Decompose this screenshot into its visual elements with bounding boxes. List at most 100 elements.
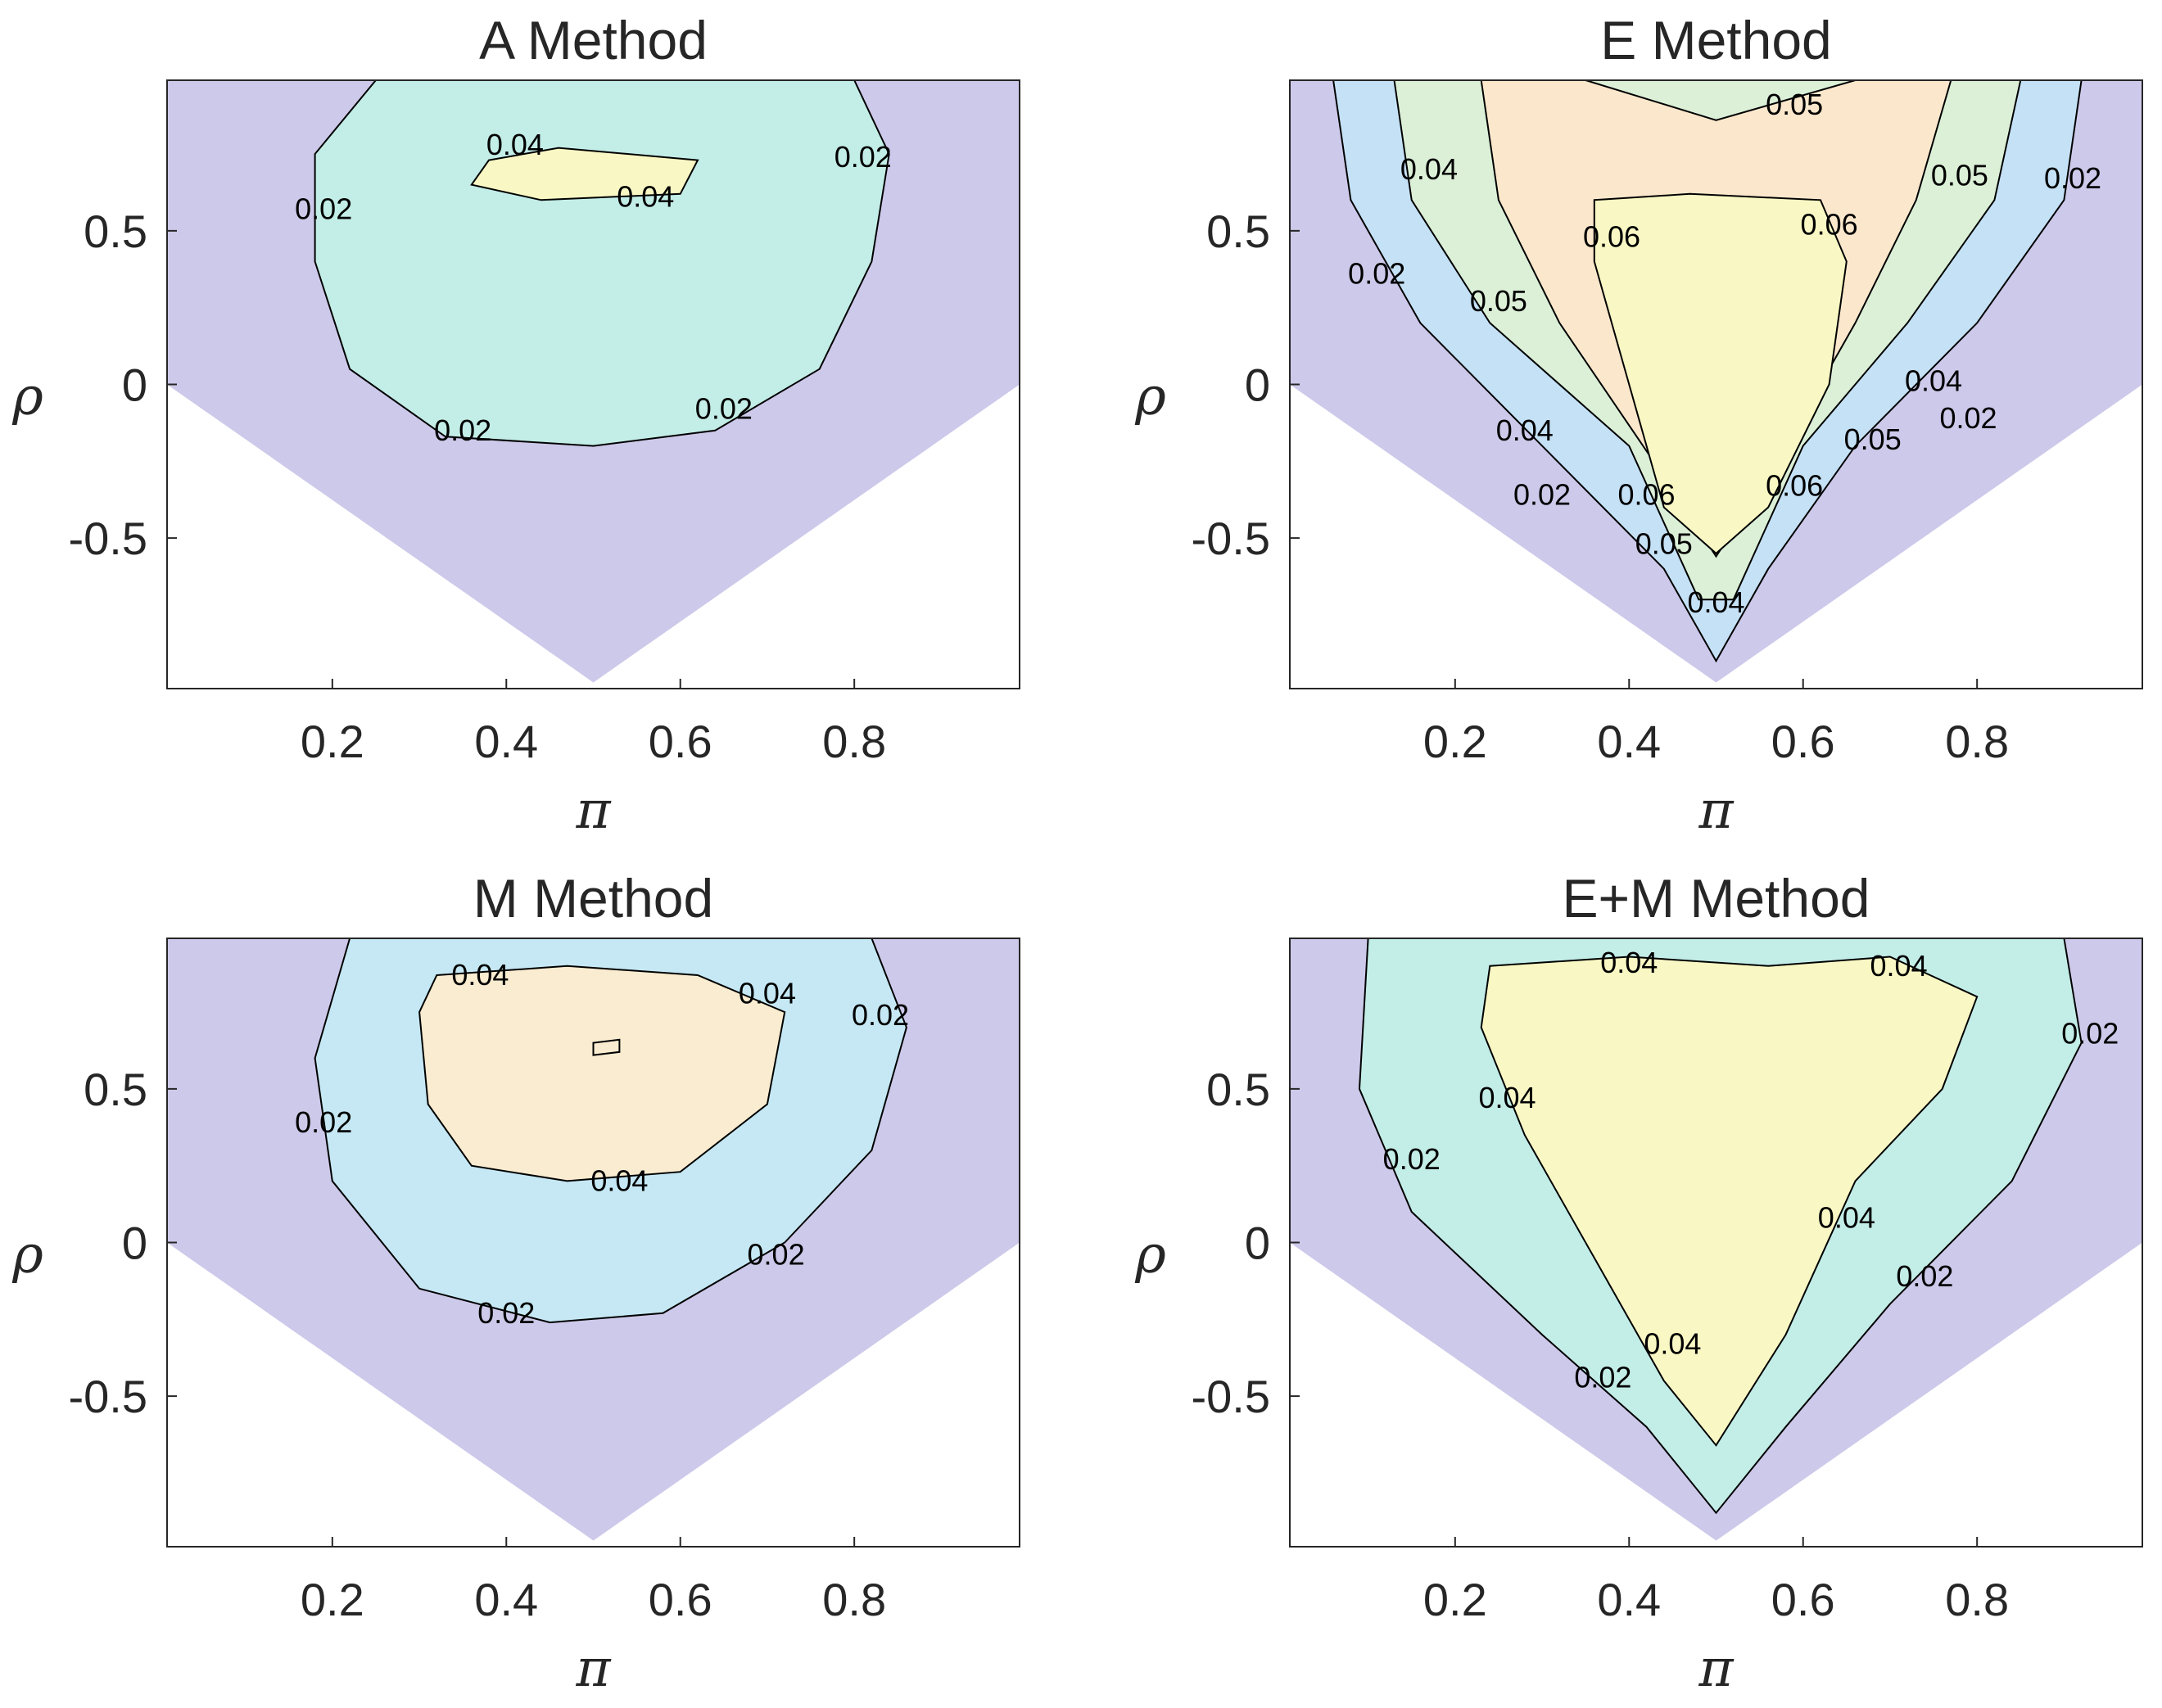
- x-tick-label: 0.6: [1771, 716, 1835, 767]
- x-tick-label: 0.4: [1597, 716, 1661, 767]
- y-axis-label: ρ: [11, 367, 43, 427]
- contour-fills: [167, 938, 1020, 1541]
- y-tick-label: -0.5: [69, 1371, 148, 1422]
- contour-label: 0.04: [1870, 949, 1928, 983]
- x-tick-label: 0.8: [1945, 716, 2009, 767]
- contour-fill-level-3: [593, 1039, 620, 1055]
- contour-fill-level-2: [471, 147, 698, 201]
- contour-label: 0.04: [1687, 585, 1744, 619]
- panel-1: 0.2 0.4 0.6 0.8 0.5 0 -0.5 A Method π ρ 0.04 0.04 0.…: [11, 10, 1020, 841]
- x-tick-label: 0.2: [301, 716, 364, 767]
- contour-label: 0.06: [1617, 478, 1675, 512]
- contour-label: 0.04: [739, 977, 796, 1010]
- x-tick-label: 0.2: [301, 1574, 364, 1625]
- x-tick-label: 0.2: [1423, 1574, 1487, 1625]
- x-tick-label: 0.8: [822, 1574, 886, 1625]
- contour-fill-level-2: [1481, 956, 1978, 1446]
- contour-label: 0.04: [1600, 946, 1658, 979]
- contour-line-level-2: [1393, 80, 2022, 601]
- contour-label: 0.02: [1574, 1361, 1631, 1394]
- contour-label: 0.04: [451, 958, 509, 992]
- y-tick-label: 0: [122, 359, 147, 411]
- x-tick-label: 0.2: [1423, 716, 1487, 767]
- contour-label: 0.05: [1931, 158, 1988, 192]
- contour-line-level-1: [1332, 80, 2083, 663]
- contour-label: 0.02: [295, 1105, 352, 1139]
- y-axis-label: ρ: [11, 1225, 43, 1286]
- contour-label: 0.06: [1583, 219, 1640, 253]
- x-tick-label: 0.6: [649, 716, 712, 767]
- contour-label: 0.05: [1635, 527, 1693, 561]
- contour-label: 0.04: [590, 1164, 648, 1197]
- x-tick-label: 0.6: [1771, 1574, 1835, 1625]
- y-tick-label: 0.5: [1206, 206, 1270, 257]
- panel-4: 0.2 0.4 0.6 0.8 0.5 0 -0.5 E+M Method π ρ 0.04 0.04…: [1134, 868, 2143, 1699]
- contour-label: 0.02: [834, 140, 892, 174]
- x-axis-label: π: [575, 780, 611, 841]
- contour-fills: [1290, 938, 2142, 1541]
- chart-title: M Method: [473, 868, 713, 929]
- y-axis-label: ρ: [1134, 367, 1166, 427]
- contour-label: 0.06: [1766, 468, 1823, 502]
- contour-label: 0.02: [295, 192, 352, 226]
- contour-line-level-3: [592, 1038, 621, 1056]
- contour-line-level-1: [314, 938, 907, 1324]
- contour-label: 0.05: [1470, 284, 1527, 318]
- y-tick-label: 0.5: [1206, 1064, 1270, 1115]
- contour-label: 0.04: [1479, 1081, 1536, 1114]
- x-tick-label: 0.4: [474, 716, 538, 767]
- contour-line-level-2: [418, 965, 786, 1182]
- contour-line-level-3: [1480, 80, 1952, 558]
- contour-label: 0.02: [1513, 478, 1571, 512]
- y-tick-label: -0.5: [69, 513, 148, 564]
- contour-label: 0.04: [1818, 1200, 1875, 1234]
- contour-fills: [1290, 80, 2142, 683]
- contour-label: 0.04: [617, 180, 674, 214]
- x-axis-label: π: [1698, 780, 1734, 841]
- contour-label: 0.04: [1400, 152, 1458, 186]
- panel-3: 0.2 0.4 0.6 0.8 0.5 0 -0.5 M Method π ρ 0.04 0.04 0.…: [11, 868, 1020, 1699]
- contour-line-level-2: [1480, 956, 1979, 1447]
- y-tick-label: 0.5: [84, 206, 147, 257]
- contour-line-level-1: [314, 80, 890, 447]
- x-tick-label: 0.4: [1597, 1574, 1661, 1625]
- contour-line-level-1: [1358, 938, 2083, 1515]
- y-tick-label: 0.5: [84, 1064, 147, 1115]
- contour-label: 0.02: [1896, 1259, 1953, 1293]
- chart-title: A Method: [479, 10, 708, 70]
- contour-label: 0.06: [1801, 207, 1858, 241]
- contour-line-level-2: [470, 147, 699, 201]
- contour-label: 0.02: [852, 998, 909, 1032]
- contour-label: 0.02: [1383, 1142, 1441, 1176]
- contour-label: 0.02: [695, 392, 753, 426]
- contour-label: 0.05: [1766, 88, 1823, 121]
- contour-label: 0.02: [434, 413, 491, 447]
- y-tick-label: -0.5: [1192, 1371, 1271, 1422]
- contour-label: 0.04: [1496, 413, 1554, 447]
- y-tick-label: 0: [1245, 1218, 1270, 1269]
- chart-title: E+M Method: [1562, 868, 1870, 929]
- contour-fill-level-2: [419, 965, 785, 1182]
- x-tick-label: 0.8: [822, 716, 886, 767]
- contour-label: 0.02: [477, 1296, 535, 1330]
- y-tick-label: 0: [122, 1218, 147, 1269]
- contour-label: 0.02: [2061, 1016, 2119, 1050]
- contour-label: 0.02: [2044, 161, 2101, 195]
- y-tick-label: -0.5: [1192, 513, 1271, 564]
- contour-label: 0.02: [1940, 401, 1997, 435]
- contour-fill-level-1: [314, 80, 889, 446]
- contour-label: 0.02: [748, 1238, 805, 1272]
- contour-label: 0.04: [486, 128, 544, 161]
- panel-2: 0.2 0.4 0.6 0.80.50-0.5E Methodπρ0.050.040.…: [1134, 10, 2143, 841]
- contour-label: 0.04: [1905, 364, 1962, 398]
- y-axis-label: ρ: [1134, 1225, 1166, 1286]
- x-tick-label: 0.8: [1945, 1574, 2009, 1625]
- x-tick-label: 0.4: [474, 1574, 538, 1625]
- contour-label: 0.02: [1348, 256, 1405, 290]
- contour-fills: [167, 80, 1020, 683]
- x-tick-label: 0.6: [649, 1574, 712, 1625]
- contour-label: 0.05: [1844, 422, 1902, 456]
- contour-label: 0.04: [1644, 1326, 1701, 1360]
- contour-line-level-4: [1593, 192, 1848, 555]
